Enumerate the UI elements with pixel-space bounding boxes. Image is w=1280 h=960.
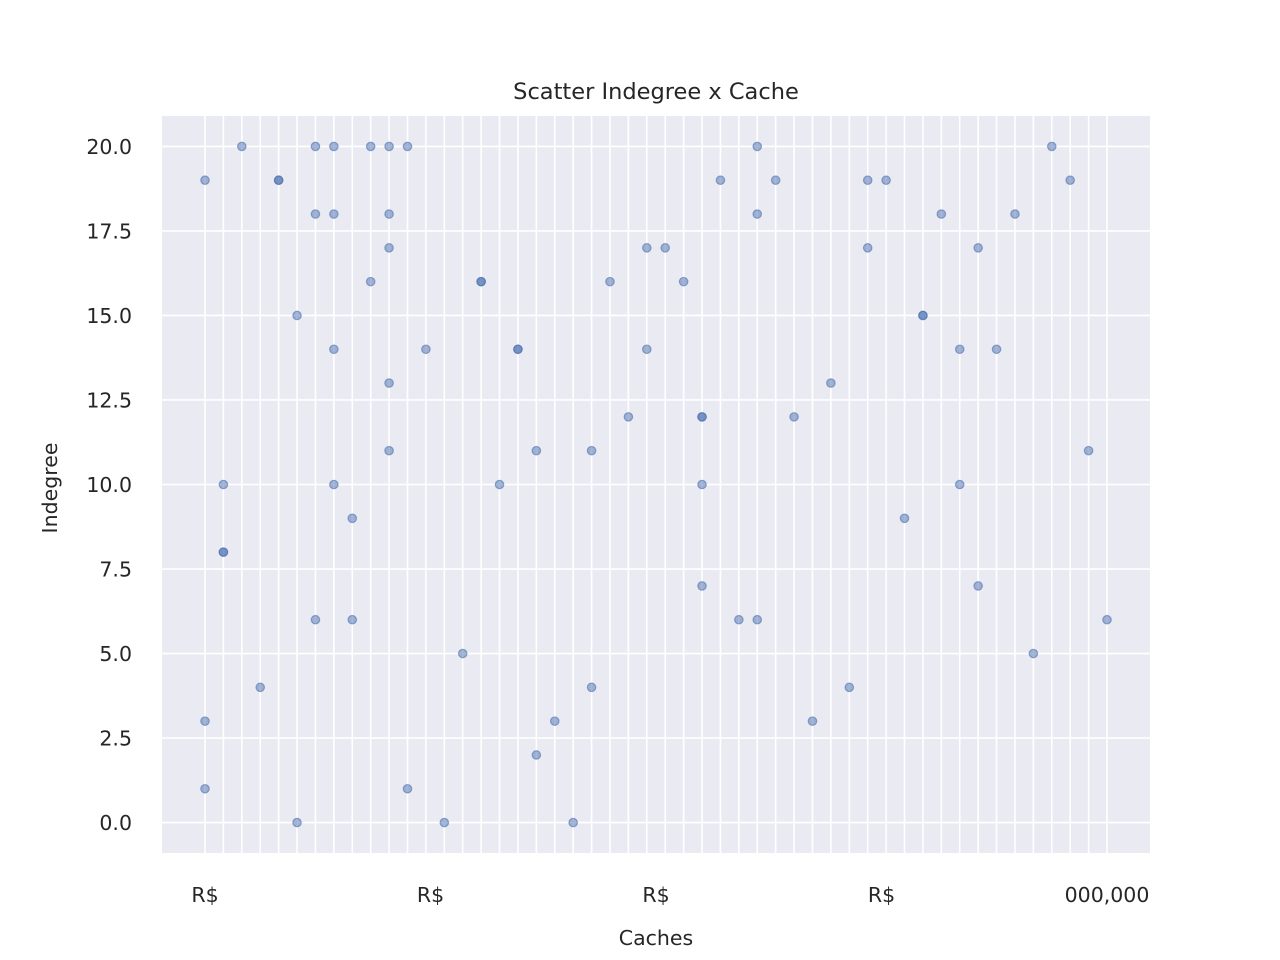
- scatter-point: [329, 209, 339, 219]
- scatter-point: [605, 276, 615, 287]
- data-points: [200, 141, 1112, 828]
- y-tick-label: 0.0: [99, 811, 132, 835]
- x-tick-label: R$: [642, 883, 669, 907]
- scatter-point: [1010, 209, 1020, 219]
- x-tick-label: R$: [417, 883, 444, 907]
- y-tick-label: 2.5: [99, 727, 132, 751]
- scatter-point: [862, 175, 873, 186]
- scatter-point: [1102, 614, 1112, 625]
- scatter-point: [973, 581, 983, 591]
- scatter-point: [991, 344, 1002, 355]
- scatter-point: [954, 344, 965, 355]
- scatter-point: [531, 445, 542, 456]
- scatter-point: [531, 750, 542, 760]
- scatter-point: [568, 817, 578, 828]
- scatter-point: [292, 817, 302, 828]
- scatter-point: [1028, 648, 1039, 659]
- y-tick-labels: 0.0 2.5 5.0 7.5 10.0 12.5 15.0 17.5 20.0: [86, 135, 132, 835]
- scatter-point: [457, 648, 468, 659]
- x-tick-label: 000,000: [1065, 883, 1150, 907]
- y-tick-label: 12.5: [86, 388, 132, 412]
- scatter-point: [697, 412, 707, 422]
- scatter-point: [586, 445, 597, 456]
- scatter-point: [365, 141, 376, 152]
- scatter-point: [476, 276, 486, 287]
- scatter-point: [826, 378, 836, 388]
- scatter-point: [752, 209, 763, 219]
- scatter-point: [641, 243, 652, 253]
- scatter-point: [586, 682, 597, 693]
- grid-lines: [162, 116, 1150, 853]
- scatter-point: [200, 175, 210, 186]
- scatter-point: [402, 141, 413, 152]
- scatter-point: [862, 243, 873, 253]
- scatter-point: [807, 716, 818, 726]
- scatter-point: [641, 344, 652, 355]
- scatter-point: [347, 614, 358, 625]
- scatter-point: [954, 479, 965, 490]
- y-tick-label: 20.0: [86, 135, 132, 159]
- scatter-point: [918, 310, 928, 321]
- scatter-point: [715, 175, 726, 186]
- y-tick-label: 5.0: [99, 642, 132, 666]
- scatter-point: [973, 243, 983, 253]
- scatter-point: [789, 412, 799, 422]
- scatter-point: [384, 209, 394, 219]
- scatter-point: [200, 783, 210, 794]
- scatter-point: [899, 513, 910, 524]
- scatter-point: [365, 276, 376, 287]
- y-tick-label: 15.0: [86, 304, 132, 328]
- scatter-point: [1065, 175, 1075, 186]
- scatter-point: [623, 412, 634, 422]
- scatter-point: [384, 378, 394, 388]
- scatter-point: [292, 310, 302, 321]
- scatter-point: [218, 479, 229, 490]
- y-tick-label: 10.0: [86, 473, 132, 497]
- scatter-point: [347, 513, 358, 524]
- y-axis-label: Indegree: [38, 443, 62, 534]
- scatter-point: [494, 479, 505, 490]
- x-tick-label: R$: [191, 883, 218, 907]
- y-tick-label: 7.5: [99, 558, 132, 582]
- scatter-point: [384, 445, 394, 456]
- scatter-point: [218, 547, 229, 557]
- scatter-point: [752, 141, 763, 152]
- scatter-point: [329, 479, 339, 490]
- scatter-point: [310, 209, 321, 219]
- x-tick-labels: R$ R$ R$ R$ 000,000: [191, 883, 1149, 907]
- scatter-point: [844, 682, 855, 693]
- scatter-point: [237, 141, 247, 152]
- scatter-point: [697, 479, 707, 490]
- scatter-point: [513, 344, 523, 355]
- scatter-point: [439, 817, 450, 828]
- scatter-point: [752, 614, 763, 625]
- scatter-point: [310, 141, 321, 152]
- scatter-point: [936, 209, 947, 219]
- scatter-point: [255, 682, 266, 693]
- scatter-point: [660, 243, 671, 253]
- scatter-point: [734, 614, 744, 625]
- scatter-point: [273, 175, 284, 186]
- chart-title: Scatter Indegree x Cache: [513, 79, 799, 105]
- scatter-point: [200, 716, 210, 726]
- scatter-point: [329, 141, 339, 152]
- scatter-point: [384, 243, 394, 253]
- scatter-point: [329, 344, 339, 355]
- scatter-point: [384, 141, 394, 152]
- scatter-point: [310, 614, 321, 625]
- scatter-point: [770, 175, 781, 186]
- scatter-point: [697, 581, 707, 591]
- x-tick-label: R$: [868, 883, 895, 907]
- scatter-point: [549, 716, 560, 726]
- scatter-point: [1083, 445, 1094, 456]
- scatter-point: [678, 276, 689, 287]
- scatter-point: [881, 175, 891, 186]
- scatter-point: [421, 344, 431, 355]
- y-tick-label: 17.5: [86, 219, 132, 243]
- scatter-point: [402, 783, 413, 794]
- x-axis-label: Caches: [619, 926, 693, 950]
- scatter-point: [1046, 141, 1057, 152]
